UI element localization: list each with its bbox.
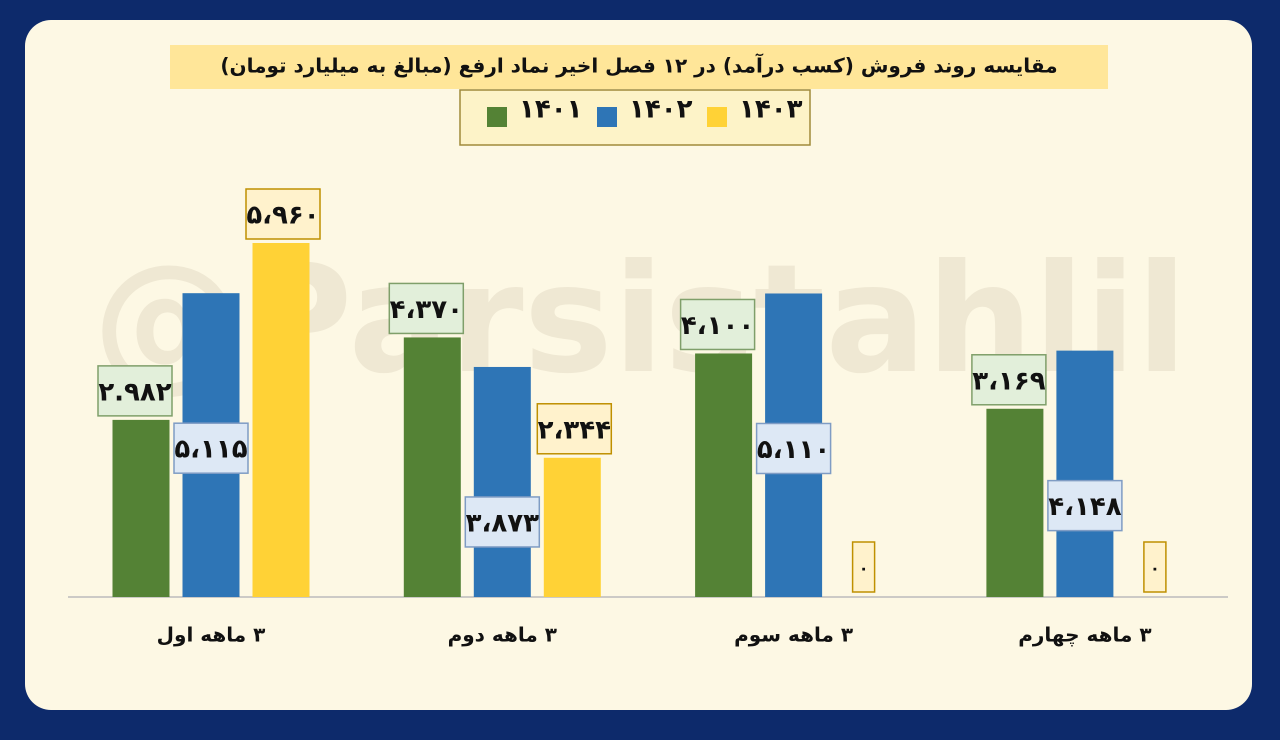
legend-label: ۱۴۰۳ xyxy=(739,95,803,125)
x-tick-label: ۳ ماهه دوم xyxy=(448,623,557,647)
bar xyxy=(112,419,170,597)
value-label: ۴،۳۷۰ xyxy=(390,295,463,325)
bar xyxy=(695,353,753,597)
value-label-box xyxy=(1143,541,1167,593)
legend-box xyxy=(459,89,811,146)
value-label: ۵،۱۱۰ xyxy=(757,435,830,465)
value-label-box xyxy=(679,298,756,351)
value-label: ۰ xyxy=(859,559,869,578)
value-label: ۴،۱۰۰ xyxy=(681,311,754,341)
value-label-box xyxy=(536,403,613,455)
value-label-box xyxy=(851,541,876,593)
value-label: ۵،۹۶۰ xyxy=(246,201,319,231)
bar xyxy=(403,337,461,597)
bar xyxy=(1056,350,1114,597)
value-label-box xyxy=(755,422,832,475)
value-label: ۲،۳۴۴ xyxy=(538,415,611,445)
legend-label: ۱۴۰۱ xyxy=(519,95,582,125)
value-label-box xyxy=(97,365,173,417)
value-label: ۳،۸۷۳ xyxy=(466,508,539,538)
value-label: ۵،۱۱۵ xyxy=(174,435,247,465)
bar xyxy=(543,457,601,597)
value-label: ۴،۱۴۸ xyxy=(1048,492,1121,522)
value-label-box xyxy=(464,496,541,548)
bar xyxy=(986,408,1044,597)
value-label-box xyxy=(971,354,1047,406)
value-label: ۳،۱۶۹ xyxy=(972,366,1045,396)
value-label-box xyxy=(173,422,249,474)
chart-title: مقایسه روند فروش (کسب درآمد) در ۱۲ فصل ا… xyxy=(220,53,1057,78)
value-label-box xyxy=(245,188,321,240)
legend-swatch xyxy=(597,107,617,127)
x-tick-label: ۳ ماهه سوم xyxy=(734,623,853,647)
legend-swatch xyxy=(487,107,507,127)
bar xyxy=(252,243,310,597)
panel xyxy=(25,20,1252,710)
title-box xyxy=(170,45,1108,89)
value-label-box xyxy=(1047,479,1123,532)
value-label: ۰ xyxy=(1150,559,1160,578)
x-tick-label: ۳ ماهه اول xyxy=(157,623,266,647)
value-label: ۲.۹۸۲ xyxy=(98,377,171,407)
x-tick-label: ۳ ماهه چهارم xyxy=(1018,623,1151,648)
legend-label: ۱۴۰۲ xyxy=(629,95,693,125)
legend-swatch xyxy=(707,107,727,127)
bar xyxy=(473,366,531,597)
value-label-box xyxy=(388,282,465,335)
